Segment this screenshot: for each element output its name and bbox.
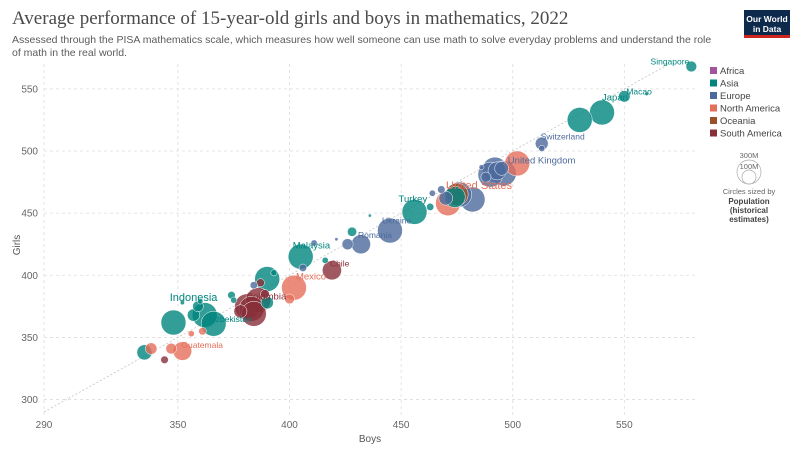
legend-swatch[interactable] bbox=[710, 104, 717, 112]
legend-item-label[interactable]: Europe bbox=[720, 91, 751, 102]
x-tick-label: 400 bbox=[281, 420, 298, 431]
legend-swatch[interactable] bbox=[710, 129, 717, 137]
data-point[interactable] bbox=[478, 164, 485, 170]
point-label: Japan bbox=[602, 92, 628, 103]
size-legend-bold-2: (historical bbox=[730, 206, 768, 215]
point-label: Romania bbox=[358, 230, 392, 240]
data-point[interactable] bbox=[429, 189, 436, 197]
data-point[interactable] bbox=[494, 161, 509, 176]
data-point[interactable] bbox=[589, 99, 615, 126]
legend-swatch[interactable] bbox=[710, 117, 717, 124]
data-point[interactable] bbox=[321, 257, 329, 264]
data-point[interactable] bbox=[230, 296, 238, 304]
y-tick-label: 450 bbox=[21, 209, 38, 220]
data-point[interactable] bbox=[284, 293, 295, 305]
point-label: Turkey bbox=[399, 194, 428, 205]
x-tick-label: 550 bbox=[616, 420, 633, 431]
point-label: United Kingdom bbox=[508, 155, 576, 166]
data-point[interactable] bbox=[538, 145, 546, 152]
point-label: Malaysia bbox=[293, 241, 331, 252]
size-legend-bold-3: estimates) bbox=[729, 215, 769, 224]
data-point[interactable] bbox=[298, 263, 307, 272]
legend-swatch[interactable] bbox=[710, 67, 717, 74]
data-point[interactable] bbox=[165, 342, 177, 355]
data-point[interactable] bbox=[644, 91, 649, 96]
legend-swatch[interactable] bbox=[710, 79, 717, 87]
x-tick-label: 290 bbox=[36, 420, 53, 431]
size-legend-small-circle bbox=[741, 169, 757, 185]
size-legend-bold-1: Population bbox=[728, 197, 769, 206]
point-label: Indonesia bbox=[170, 292, 219, 304]
point-label: Chile bbox=[330, 258, 350, 268]
point-label: Uzbekistan bbox=[210, 314, 252, 324]
data-point[interactable] bbox=[179, 300, 185, 306]
data-point[interactable] bbox=[377, 217, 403, 244]
point-label: Ukraine bbox=[382, 216, 412, 226]
data-point[interactable] bbox=[160, 355, 169, 364]
logo-line-2: in Data bbox=[752, 24, 782, 34]
data-point[interactable] bbox=[160, 309, 187, 336]
point-label: Guatemala bbox=[181, 340, 223, 350]
point-label: Switzerland bbox=[541, 132, 585, 142]
legend-item-label[interactable]: North America bbox=[720, 104, 781, 115]
point-label: Colombia bbox=[246, 291, 287, 302]
owid-logo[interactable]: Our World in Data bbox=[744, 10, 790, 38]
legend-item-label[interactable]: Oceania bbox=[720, 116, 756, 127]
data-point[interactable] bbox=[233, 304, 248, 319]
y-axis-label: Girls bbox=[12, 235, 23, 256]
x-tick-label: 500 bbox=[504, 420, 521, 431]
legend-swatch[interactable] bbox=[710, 92, 717, 99]
data-points bbox=[136, 60, 697, 364]
chart-title: Average performance of 15-year-old girls… bbox=[12, 8, 569, 29]
data-point[interactable] bbox=[198, 327, 207, 336]
data-point[interactable] bbox=[270, 269, 278, 277]
data-point[interactable] bbox=[310, 239, 318, 247]
data-point[interactable] bbox=[368, 213, 372, 218]
data-point[interactable] bbox=[426, 202, 435, 211]
y-tick-label: 350 bbox=[21, 333, 38, 344]
data-point[interactable] bbox=[618, 90, 631, 103]
data-point[interactable] bbox=[480, 171, 492, 183]
y-tick-label: 500 bbox=[21, 147, 38, 158]
x-tick-label: 450 bbox=[393, 420, 410, 431]
point-label: Macao bbox=[626, 86, 652, 96]
data-point[interactable] bbox=[200, 311, 227, 337]
point-label: United States bbox=[446, 180, 513, 192]
data-point[interactable] bbox=[334, 237, 339, 242]
data-point[interactable] bbox=[437, 185, 446, 194]
chart-subtitle: Assessed through the PISA mathematics sc… bbox=[12, 34, 712, 59]
data-point[interactable] bbox=[341, 238, 354, 251]
data-point[interactable] bbox=[347, 226, 357, 237]
size-legend-small-label: 100M bbox=[740, 162, 759, 171]
grid-lines bbox=[43, 64, 698, 416]
size-legend-large-label: 300M bbox=[740, 151, 759, 160]
legend-item-label[interactable]: South America bbox=[720, 129, 782, 140]
size-legend: 300M 100M Circles sized by Population (h… bbox=[723, 151, 776, 224]
point-label: Singapore bbox=[651, 56, 690, 66]
data-point[interactable] bbox=[322, 260, 342, 281]
data-point[interactable] bbox=[249, 281, 258, 290]
axis-ticks: 300 350 400 450 500 550 290 350 400 450 500 550 bbox=[21, 84, 633, 431]
data-point[interactable] bbox=[187, 330, 195, 338]
x-tick-label: 350 bbox=[170, 420, 187, 431]
legend-item-label[interactable]: Asia bbox=[720, 79, 739, 90]
data-point[interactable] bbox=[438, 191, 453, 206]
y-tick-label: 400 bbox=[21, 271, 38, 282]
point-label: Mexico bbox=[296, 272, 326, 283]
data-point[interactable] bbox=[197, 298, 204, 305]
data-point[interactable] bbox=[685, 60, 697, 73]
legend-item-label[interactable]: Africa bbox=[720, 66, 745, 77]
x-axis-label: Boys bbox=[359, 434, 381, 445]
y-tick-label: 300 bbox=[21, 395, 38, 406]
data-point[interactable] bbox=[145, 342, 158, 355]
data-point[interactable] bbox=[401, 199, 428, 225]
data-point[interactable] bbox=[566, 107, 593, 133]
logo-line-1: Our World bbox=[746, 14, 788, 24]
size-legend-caption: Circles sized by bbox=[723, 187, 776, 196]
data-point[interactable] bbox=[260, 289, 270, 299]
y-tick-label: 550 bbox=[21, 84, 38, 95]
